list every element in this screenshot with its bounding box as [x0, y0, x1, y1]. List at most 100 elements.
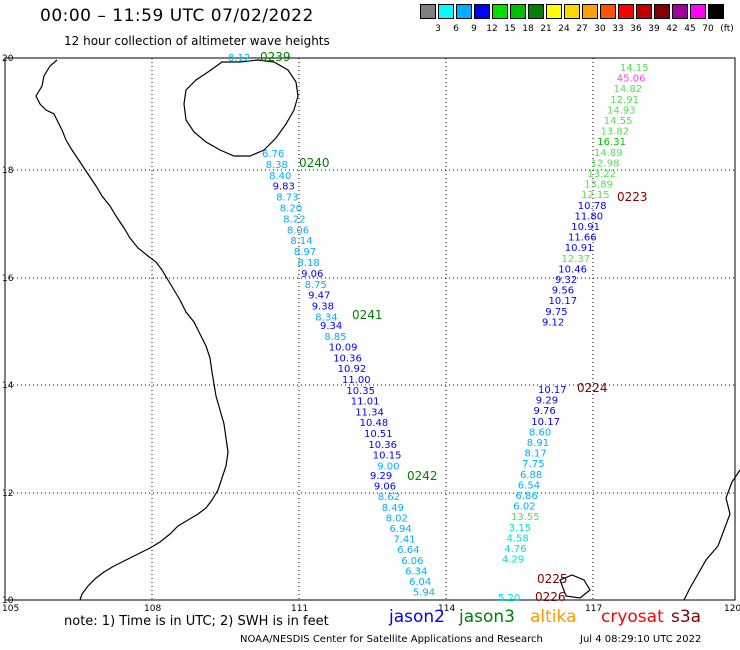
scale-label: 36: [630, 24, 642, 34]
philippines-coast: [683, 469, 740, 601]
scale-label: 39: [648, 24, 660, 34]
footer-credit: NOAA/NESDIS Center for Satellite Applica…: [240, 634, 543, 645]
wave-height-value: 10.92: [338, 364, 367, 375]
track-time-label: 0223: [617, 190, 648, 204]
wave-height-value: 8.85: [324, 332, 346, 343]
lon-label: 117: [585, 604, 602, 614]
scale-swatch: [636, 4, 652, 19]
wave-height-value: 11.01: [351, 397, 380, 408]
wave-height-value: 10.48: [360, 418, 389, 429]
wave-height-value: 6.34: [405, 566, 427, 577]
wave-height-value: 12.91: [610, 95, 639, 106]
track-time-label: 0240: [299, 156, 330, 170]
satellite-jason3: jason3: [459, 607, 515, 627]
lat-label: 10: [2, 596, 14, 606]
wave-height-value: 12.98: [591, 158, 620, 169]
lon-label: 120: [724, 604, 740, 614]
wave-height-value: 4.76: [504, 544, 526, 555]
lat-label: 16: [2, 274, 14, 284]
wave-height-value: 6.94: [390, 524, 412, 535]
vietnam-coastline: [35, 59, 229, 601]
track-0241: 9.348.8510.0910.3610.9211.0010.3511.0111…: [320, 308, 401, 472]
wave-height-value: 8.20: [280, 204, 302, 215]
track-0226: 5.20 0226: [498, 590, 566, 604]
wave-height-value: 8.49: [382, 503, 404, 514]
wave-height-value: 10.17: [549, 296, 578, 307]
satellite-jason2: jason2: [389, 607, 445, 627]
scale-label: 12: [486, 24, 498, 34]
scale-swatch: [600, 4, 616, 19]
wave-height-value: 10.46: [558, 264, 587, 275]
wave-height-value: 8.40: [269, 171, 291, 182]
wave-height-value: 13.89: [584, 180, 613, 191]
scale-label: 6: [453, 24, 459, 34]
scale-swatch: [582, 4, 598, 19]
wave-height-value: 8.97: [294, 247, 316, 258]
wave-height-value: 9.32: [555, 275, 577, 286]
track-0240: 6.768.388.409.838.738.208.228.068.148.97…: [262, 149, 338, 324]
page-title: 00:00 – 11:59 UTC 07/02/2022: [40, 6, 314, 26]
scale-swatch: [528, 4, 544, 19]
scale-swatch: [474, 4, 490, 19]
track-time-label: 0226: [535, 590, 566, 604]
lon-label: 108: [144, 604, 161, 614]
track-time-label: 0224: [577, 381, 608, 395]
wave-height-value: 8.91: [527, 438, 549, 449]
scale-swatch: [564, 4, 580, 19]
wave-height-value: 8.02: [386, 513, 408, 524]
altimeter-tracks: 8.12 0239 6.768.388.409.838.738.208.228.06…: [228, 50, 649, 604]
map-frame: [4, 57, 736, 601]
wave-height-value: 14.93: [607, 105, 636, 116]
wave-height-value: 10.78: [578, 201, 607, 212]
wave-height-value: 8.60: [529, 427, 551, 438]
wave-height-value: 10.91: [565, 243, 594, 254]
wave-height-value: 8.34: [315, 313, 337, 324]
wave-height-value: 14.89: [594, 148, 623, 159]
track-0224: 10.179.299.7610.178.608.918.177.756.886.…: [502, 381, 608, 566]
lon-label: 111: [291, 604, 308, 614]
wave-height-value: 9.06: [374, 482, 396, 493]
track-time-label: 0239: [260, 50, 291, 64]
wave-height-value: 9.83: [273, 182, 295, 193]
track-time-label: 0241: [352, 308, 383, 322]
wave-height-value: 6.64: [397, 545, 419, 556]
wave-height-value: 13.22: [588, 169, 617, 180]
wave-height-value: 13.55: [511, 512, 540, 523]
wave-height-value: 10.17: [531, 417, 560, 428]
wave-height-value: 12.37: [562, 254, 591, 265]
wave-height-value: 10.36: [333, 353, 362, 364]
wave-height-value: 4.29: [502, 555, 524, 566]
wave-height-value: 11.80: [575, 211, 604, 222]
scale-swatch: [672, 4, 688, 19]
track-time-label: 0242: [407, 469, 438, 483]
scale-unit: (ft): [720, 24, 734, 34]
wave-height-value: 16.31: [597, 137, 626, 148]
track-time-label: 0225: [537, 572, 568, 586]
wave-height-value: 8.18: [298, 258, 320, 269]
wave-height-value: 11.66: [568, 233, 597, 244]
wave-height-value: 6.02: [513, 502, 535, 513]
scale-label: 3: [435, 24, 441, 34]
wave-height-value: 9.34: [320, 321, 342, 332]
wave-height-value: 11.00: [342, 375, 371, 386]
scale-label: 9: [471, 24, 477, 34]
wave-height-value: 9.06: [301, 269, 323, 280]
scale-label: 30: [594, 24, 606, 34]
lon-label: 114: [438, 604, 455, 614]
wave-height-value: 8.38: [266, 160, 288, 171]
islands-east: [559, 574, 591, 599]
lat-label: 14: [2, 381, 14, 391]
wave-height-value: 9.29: [536, 396, 558, 407]
page-subtitle: 12 hour collection of altimeter wave hei…: [64, 34, 330, 48]
wave-height-value: 8.75: [305, 280, 327, 291]
wave-height-value: 9.75: [545, 307, 567, 318]
wave-height-value: 13.82: [601, 127, 630, 138]
satellite-altika: altika: [530, 607, 577, 627]
scale-label: 27: [576, 24, 588, 34]
axis-labels: 105 108 111 114 117 120 20 18 16 14 12 10: [2, 54, 740, 614]
wave-height-value: 45.06: [617, 74, 646, 85]
scale-label: 33: [612, 24, 624, 34]
wave-height-value: 8.14: [290, 236, 312, 247]
wave-height-value: 9.47: [308, 291, 330, 302]
hainan-coastline: [183, 59, 299, 157]
